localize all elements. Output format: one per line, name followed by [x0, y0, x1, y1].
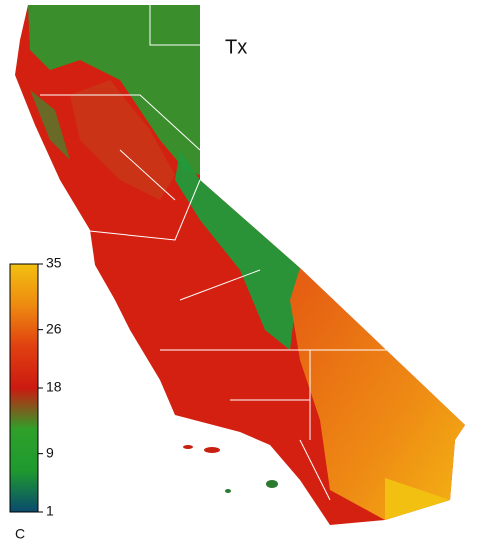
colorbar — [9, 263, 39, 513]
islands — [183, 445, 278, 493]
colorbar-tick-label: 9 — [46, 444, 54, 460]
map-title: Tx — [225, 36, 247, 58]
colorbar-tick-label: 1 — [46, 503, 54, 519]
state-map — [15, 5, 465, 525]
colorbar-unit: C — [15, 526, 25, 542]
county-line — [40, 5, 420, 501]
colorbar-tick-label: 18 — [46, 379, 62, 395]
colorbar-tick-label: 35 — [46, 255, 62, 271]
colorbar-tick-label: 26 — [46, 320, 62, 336]
